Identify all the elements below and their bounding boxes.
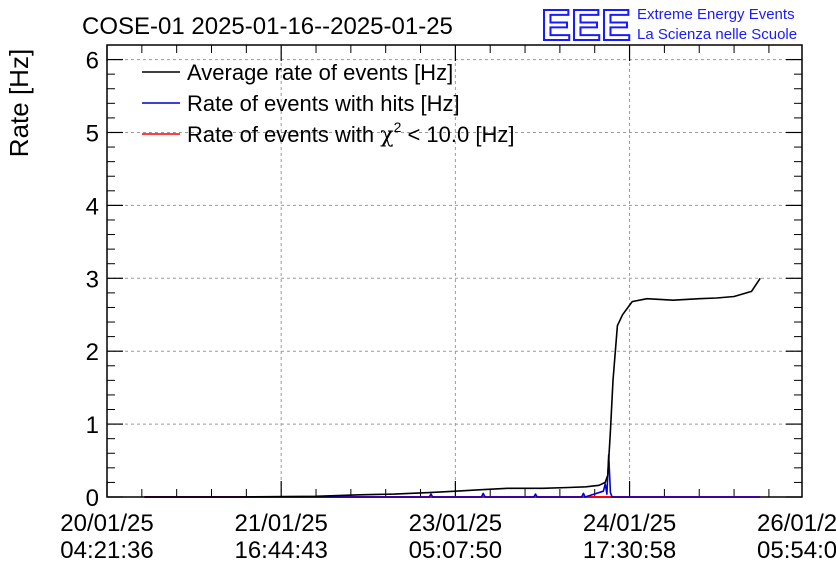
x-tick-label-time: 16:44:43 [234, 537, 327, 564]
y-tick-labels: 0 1 2 3 4 5 6 [86, 48, 99, 512]
y-tick-label: 2 [86, 339, 99, 366]
legend-label-chi: Rate of events with χ2 < 10.0 [Hz] [187, 119, 514, 148]
x-tick-label-time: 05:07:50 [409, 537, 502, 564]
y-tick-label: 6 [86, 48, 99, 75]
y-tick-label: 3 [86, 266, 99, 293]
series-average-rate [144, 277, 761, 498]
legend-label-avg: Average rate of events [Hz] [187, 60, 453, 85]
x-tick-label-date: 20/01/25 [60, 510, 153, 537]
x-tick-label-date: 23/01/25 [409, 510, 502, 537]
y-tick-label: 1 [86, 412, 99, 439]
x-tick-label-date: 24/01/25 [583, 510, 676, 537]
eee-logo: EEE Extreme Energy Events La Scienza nel… [540, 0, 797, 51]
y-tick-label: 4 [86, 193, 99, 220]
series-lines [144, 277, 761, 498]
x-tick-label-time: 04:21:36 [60, 537, 153, 564]
eee-logo-line1: Extreme Energy Events [637, 6, 795, 23]
legend-chi-exponent: 2 [394, 119, 402, 135]
grid [107, 45, 802, 497]
x-tick-label-time: 17:30:58 [583, 537, 676, 564]
axis-ticks [106, 45, 802, 498]
y-tick-label: 5 [86, 120, 99, 147]
eee-logo-line2: La Scienza nelle Scuole [637, 26, 797, 43]
legend-label-hits: Rate of events with hits [Hz] [187, 91, 460, 116]
x-tick-label-date: 21/01/25 [234, 510, 327, 537]
y-tick-label: 0 [86, 485, 99, 512]
x-tick-label-time: 05:54:05 [757, 537, 836, 564]
chart-title: COSE-01 2025-01-16--2025-01-25 [82, 13, 453, 40]
legend: Average rate of events [Hz] Rate of even… [142, 60, 514, 148]
series-hits-rate [144, 453, 761, 498]
legend-chi-prefix: Rate of events with [187, 122, 380, 147]
legend-chi-suffix: < 10.0 [Hz] [401, 122, 514, 147]
legend-chi-symbol: χ [380, 123, 393, 148]
x-tick-label-date: 26/01/25 [757, 510, 836, 537]
y-axis-label: Rate [Hz] [4, 49, 34, 157]
eee-logo-mark: EEE [541, 1, 631, 50]
